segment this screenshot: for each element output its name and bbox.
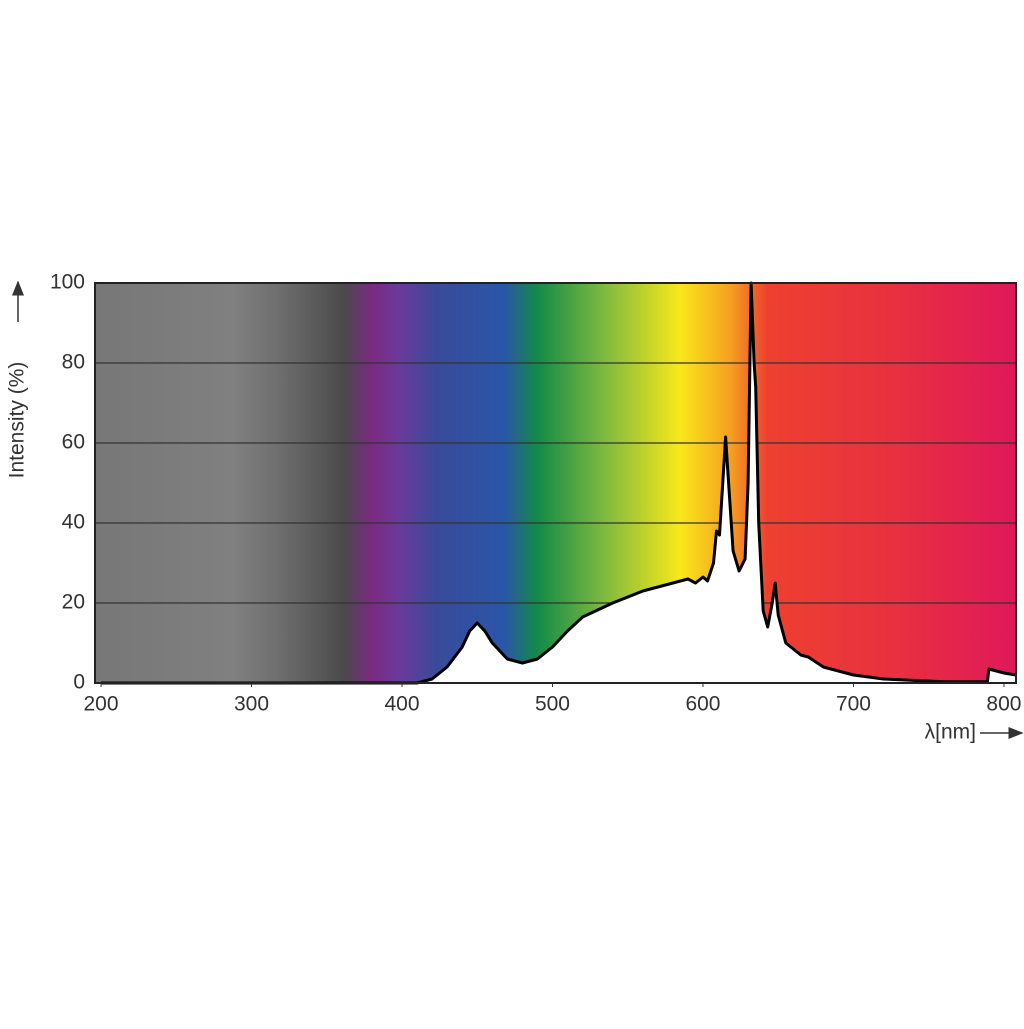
y-tick-label: 0 bbox=[73, 671, 85, 694]
y-tick-label: 60 bbox=[62, 431, 85, 454]
y-tick-label: 20 bbox=[62, 591, 85, 614]
x-tick-label: 400 bbox=[384, 693, 419, 716]
x-tick-label: 800 bbox=[986, 693, 1021, 716]
y-tick-label: 80 bbox=[62, 351, 85, 374]
x-tick-label: 700 bbox=[836, 693, 871, 716]
spectrum-background bbox=[95, 283, 1016, 683]
x-tick-label: 600 bbox=[685, 693, 720, 716]
y-axis-label: Intensity (%) bbox=[6, 362, 29, 479]
plot-frame bbox=[94, 282, 1017, 684]
y-tick-label: 100 bbox=[50, 271, 85, 294]
x-axis-label: λ[nm] bbox=[925, 721, 976, 744]
x-tick-label: 200 bbox=[83, 693, 118, 716]
y-tick-label: 40 bbox=[62, 511, 85, 534]
x-tick-label: 500 bbox=[535, 693, 570, 716]
x-tick-label: 300 bbox=[234, 693, 269, 716]
spectrum-line bbox=[101, 281, 1017, 685]
